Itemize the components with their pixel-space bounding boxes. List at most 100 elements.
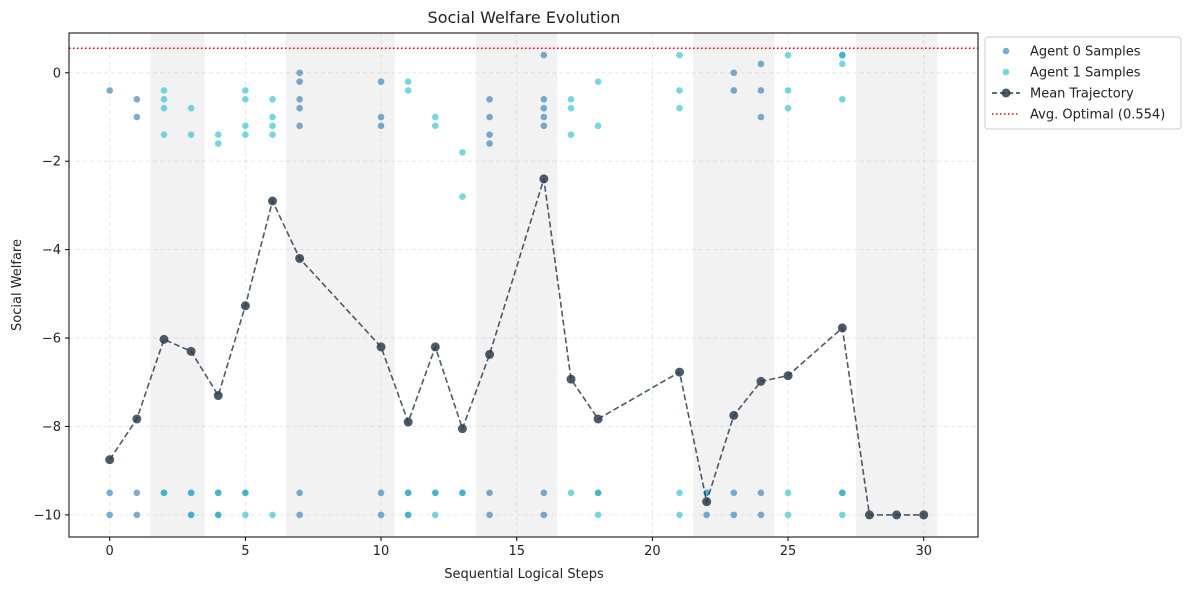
agent1-sample-point (187, 489, 195, 497)
agent1-sample-point (404, 78, 412, 85)
x-tick-label: 15 (508, 544, 525, 559)
shaded-region-3 (693, 33, 775, 537)
mean-trajectory-point (566, 374, 576, 384)
agent1-sample-point (404, 489, 412, 497)
agent0-sample-point (133, 511, 141, 519)
y-tick-label: −4 (42, 243, 61, 258)
agent0-sample-point (133, 96, 141, 103)
agent1-sample-point (187, 511, 195, 519)
shaded-region-1 (286, 33, 395, 537)
legend-marker (1002, 47, 1010, 55)
agent1-sample-point (839, 489, 846, 497)
agent0-sample-point (486, 489, 493, 497)
mean-trajectory-point (213, 391, 223, 401)
agent1-sample-point (187, 131, 195, 138)
x-tick-label: 0 (106, 544, 114, 559)
agent1-sample-point (432, 122, 439, 130)
y-tick-label: −8 (42, 420, 61, 435)
agent0-sample-point (106, 511, 114, 519)
agent1-sample-point (459, 193, 466, 200)
mean-trajectory-point (105, 455, 115, 465)
agent0-sample-point (730, 489, 738, 497)
agent1-sample-point (676, 87, 683, 94)
agent0-sample-point (486, 131, 493, 138)
agent1-sample-point (269, 96, 276, 103)
agent0-sample-point (540, 511, 548, 519)
agent1-sample-point (242, 489, 249, 497)
agent1-sample-point (459, 489, 466, 497)
agent0-sample-point (377, 511, 385, 519)
agent1-sample-point (839, 51, 846, 59)
agent1-sample-point (404, 87, 412, 94)
agent0-sample-point (133, 113, 141, 121)
agent1-sample-point (214, 511, 222, 519)
y-tick-label: 0 (53, 66, 61, 81)
agent0-sample-point (486, 113, 493, 121)
agent1-sample-point (160, 489, 168, 497)
x-tick-label: 20 (644, 544, 661, 559)
mean-trajectory-point (756, 376, 766, 386)
agent1-sample-point (594, 78, 602, 85)
agent0-sample-point (757, 60, 765, 68)
agent1-sample-point (160, 87, 168, 94)
agent0-sample-point (133, 489, 141, 497)
agent1-sample-point (242, 96, 249, 103)
agent1-sample-point (567, 104, 575, 112)
agent0-sample-point (540, 113, 548, 121)
plot-area: 0 5 10 15 20 25 30 0 −2 −4 −6 −8 −10 (34, 32, 979, 559)
mean-trajectory-point (675, 367, 685, 377)
agent0-sample-point (757, 113, 765, 121)
chart-title: Social Welfare Evolution (428, 8, 621, 27)
agent0-sample-point (540, 489, 548, 497)
legend-marker (1002, 68, 1010, 76)
agent0-sample-point (730, 69, 738, 77)
agent0-sample-point (296, 78, 303, 85)
mean-trajectory-point (539, 174, 549, 184)
agent0-sample-point (703, 511, 710, 519)
mean-trajectory-point (403, 417, 413, 427)
agent0-sample-point (540, 122, 548, 130)
agent0-sample-point (377, 489, 385, 497)
mean-trajectory-point (268, 196, 278, 206)
agent1-sample-point (567, 131, 575, 138)
mean-trajectory-point (892, 510, 902, 520)
agent1-sample-point (214, 131, 222, 138)
agent1-sample-point (839, 96, 846, 103)
agent1-sample-point (269, 511, 276, 519)
agent1-sample-point (242, 131, 249, 138)
legend-label: Agent 1 Samples (1030, 66, 1141, 81)
agent0-sample-point (296, 489, 303, 497)
mean-trajectory-point (783, 371, 793, 381)
agent1-sample-point (784, 104, 792, 112)
agent0-sample-point (296, 104, 303, 112)
agent0-sample-point (486, 96, 493, 103)
mean-trajectory-point (186, 346, 196, 356)
agent1-sample-point (567, 489, 575, 497)
agent0-sample-point (377, 78, 385, 85)
y-tick-label: −10 (34, 508, 61, 523)
agent1-sample-point (784, 87, 792, 94)
agent1-sample-point (839, 60, 846, 68)
agent1-sample-point (594, 122, 602, 130)
agent1-sample-point (214, 489, 222, 497)
agent0-sample-point (486, 140, 493, 147)
agent1-sample-point (269, 131, 276, 138)
agent0-sample-point (296, 69, 303, 77)
mean-trajectory-point (864, 510, 874, 520)
agent1-sample-point (594, 511, 602, 519)
agent1-sample-point (432, 489, 439, 497)
mean-trajectory-point (240, 301, 250, 311)
agent1-sample-point (404, 511, 412, 519)
mean-trajectory-point (593, 414, 603, 424)
agent0-sample-point (757, 489, 765, 497)
y-tick-label: −6 (42, 332, 61, 347)
agent1-sample-point (676, 51, 683, 59)
agent0-sample-point (757, 87, 765, 94)
agent1-sample-point (242, 511, 249, 519)
agent0-sample-point (106, 87, 114, 94)
legend-label: Mean Trajectory (1030, 87, 1134, 102)
agent1-sample-point (784, 511, 792, 519)
agent1-sample-point (676, 489, 683, 497)
shaded-region-0 (150, 33, 205, 537)
